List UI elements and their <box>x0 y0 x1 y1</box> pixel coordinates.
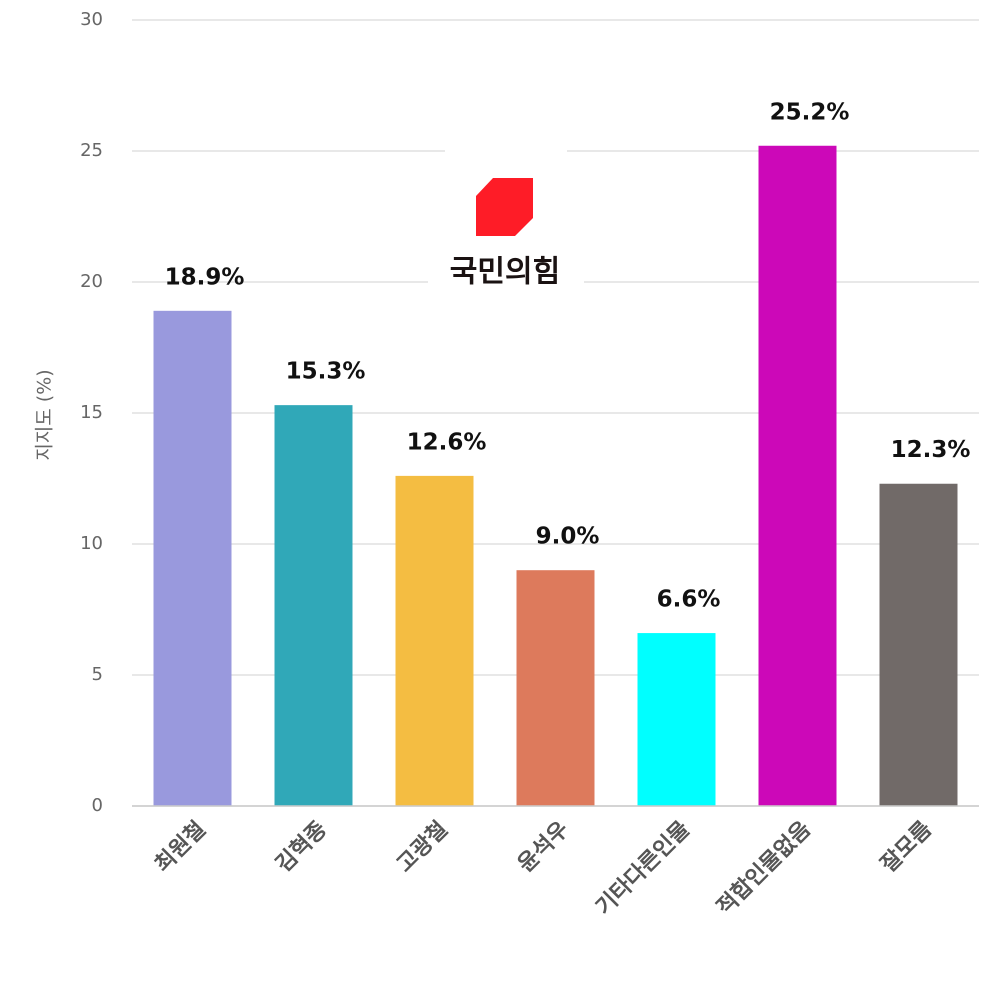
value-label: 12.3% <box>891 437 971 463</box>
value-label: 25.2% <box>770 99 850 125</box>
x-tick-label: 윤석우 <box>513 817 574 878</box>
value-label: 6.6% <box>657 587 721 613</box>
x-tick-label: 적합인물없음 <box>712 816 816 920</box>
y-tick-label: 20 <box>80 271 103 292</box>
y-tick-label: 10 <box>80 533 103 554</box>
x-tick-label: 고광철 <box>392 817 453 878</box>
y-tick-label: 5 <box>92 664 103 685</box>
x-tick-label: 최원철 <box>150 817 211 878</box>
y-tick-label: 25 <box>80 140 103 161</box>
y-tick-label: 0 <box>92 795 103 816</box>
y-tick-label: 30 <box>80 9 103 30</box>
bar <box>274 405 353 806</box>
logo-icon <box>476 178 533 236</box>
bar <box>879 483 958 806</box>
value-label: 9.0% <box>536 524 600 550</box>
bar <box>395 475 474 806</box>
y-axis-label: 지지도 (%) <box>34 369 56 460</box>
x-tick-label: 잘모름 <box>876 817 937 878</box>
x-tick-label: 기타다른인물 <box>591 817 695 921</box>
bar <box>153 310 232 806</box>
value-label: 15.3% <box>286 359 366 385</box>
logo-background <box>428 250 584 290</box>
x-tick-label: 김혁종 <box>271 816 332 877</box>
bar <box>516 570 595 806</box>
logo-text: 국민의힘 <box>450 255 560 290</box>
value-label: 18.9% <box>165 264 245 290</box>
value-label: 12.6% <box>407 429 487 455</box>
y-tick-label: 15 <box>80 402 103 423</box>
bar <box>758 145 837 806</box>
bar <box>637 633 716 806</box>
